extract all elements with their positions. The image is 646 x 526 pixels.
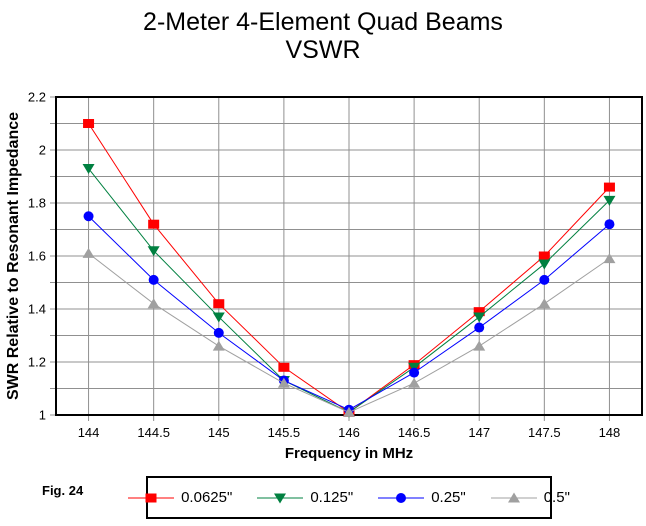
legend-entry: 0.5" — [490, 489, 570, 506]
x-tick-label: 146.5 — [398, 425, 431, 440]
legend-label: 0.0625" — [181, 489, 233, 506]
y-tick-label: 2 — [39, 143, 46, 158]
data-point — [538, 259, 551, 270]
data-point — [147, 298, 160, 309]
legend-marker — [145, 493, 157, 502]
data-point — [147, 246, 160, 257]
legend-label: 0.5" — [543, 489, 570, 506]
x-tick-label: 144.5 — [137, 425, 170, 440]
vswr-chart-plot: 1 1.2 1.4 1.6 1.8 2 2.2 144 144.5 145 145.5 146 146.… — [28, 90, 643, 462]
data-point — [409, 367, 420, 378]
legend-entry: 0.125" — [257, 489, 353, 506]
data-point — [213, 299, 225, 309]
figure-label: Fig. 24 — [42, 483, 84, 498]
legend-box: 0.0625" 0.125" 0.25" 0.5" — [128, 476, 570, 519]
data-point — [83, 211, 94, 222]
y-tick-label: 2.2 — [28, 90, 46, 105]
legend-label: 0.125" — [310, 489, 354, 506]
data-point — [82, 164, 95, 175]
x-tick-label: 148 — [599, 425, 621, 440]
data-point — [603, 195, 616, 206]
y-tick-label: 1 — [39, 408, 46, 423]
y-tick-label: 1.6 — [28, 249, 46, 264]
y-tick-label: 1.4 — [28, 302, 46, 317]
data-point — [278, 362, 290, 372]
x-tick-label: 145.5 — [268, 425, 301, 440]
chart-title-line2: VSWR — [285, 36, 361, 64]
data-point — [539, 274, 550, 285]
data-point — [148, 274, 159, 285]
x-tick-label: 147.5 — [528, 425, 561, 440]
y-tick-label: 1.2 — [28, 355, 46, 370]
data-point — [473, 340, 486, 351]
data-point — [212, 340, 225, 351]
series-0.5in — [82, 247, 616, 417]
legend-square-icon — [128, 493, 175, 502]
legend-marker — [274, 493, 287, 503]
data-point — [343, 406, 355, 417]
legend-marker — [396, 492, 407, 503]
x-tick-label: 145 — [208, 425, 230, 440]
x-tick-label: 146 — [338, 425, 360, 440]
data-point — [83, 119, 95, 128]
legend-triangle-down-icon — [257, 493, 304, 503]
x-tick-label: 147 — [468, 425, 490, 440]
data-point — [473, 312, 486, 323]
data-point — [277, 377, 290, 388]
x-axis-title: Frequency in MHz — [285, 445, 413, 462]
legend-label: 0.25" — [431, 489, 466, 506]
data-point — [538, 298, 551, 309]
data-point — [473, 307, 485, 317]
legend-marker — [507, 492, 520, 502]
legend-circle-icon — [378, 492, 425, 503]
gridlines — [50, 96, 642, 421]
legend-entry: 0.25" — [378, 489, 466, 506]
data-point — [474, 322, 485, 333]
data-point — [604, 219, 615, 230]
data-point — [82, 247, 95, 258]
data-point — [603, 182, 615, 192]
data-point — [408, 377, 421, 388]
y-tick-label: 1.8 — [28, 196, 46, 211]
x-tick-label: 144 — [78, 425, 100, 440]
data-point — [603, 253, 616, 264]
legend-entry: 0.0625" — [128, 489, 232, 506]
data-point — [212, 312, 225, 323]
data-point — [213, 327, 224, 338]
legend-triangle-up-icon — [490, 492, 537, 502]
data-point — [538, 251, 550, 261]
data-point — [148, 219, 160, 229]
chart-title-line1: 2-Meter 4-Element Quad Beams — [143, 8, 503, 36]
